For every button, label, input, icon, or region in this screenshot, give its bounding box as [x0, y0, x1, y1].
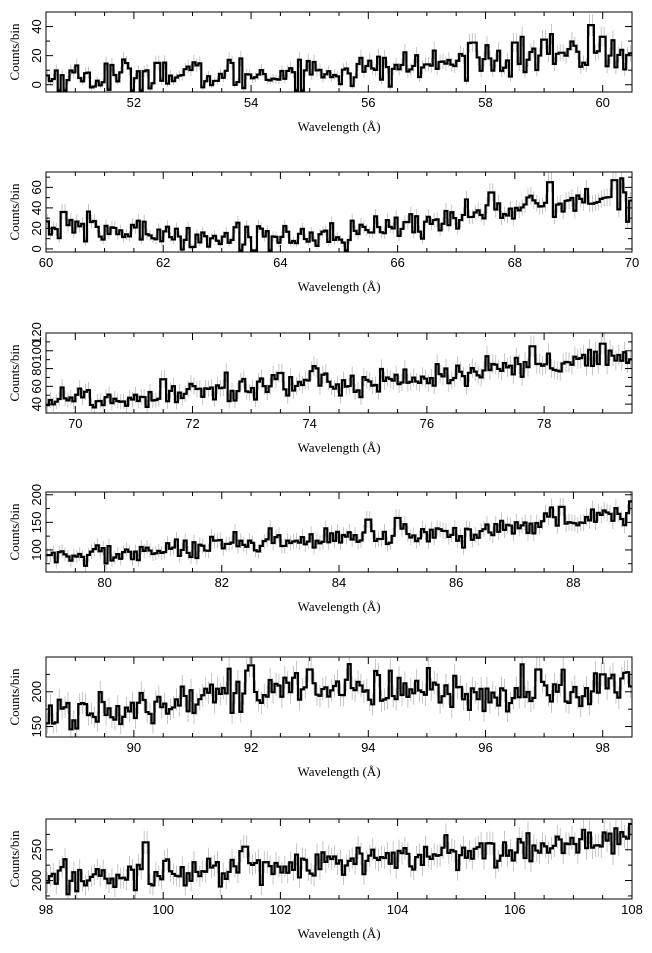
x-tick-label: 78 — [537, 416, 551, 431]
x-tick-label: 70 — [625, 255, 639, 270]
error-bars — [47, 657, 631, 737]
x-axis-label: Wavelength (Å) — [297, 279, 380, 294]
x-axis-label: Wavelength (Å) — [297, 926, 380, 941]
y-tick-label: 20 — [29, 48, 44, 62]
x-tick-label: 88 — [566, 575, 580, 590]
y-tick-label: 150 — [29, 511, 44, 533]
x-axis-label: Wavelength (Å) — [297, 119, 380, 134]
x-tick-label: 102 — [270, 902, 292, 917]
error-bars — [47, 333, 631, 413]
x-tick-label: 92 — [244, 740, 258, 755]
spectrum-panel-1: 52 54 56 58 60 0 20 40 Wavelength (Å) Counts/bin — [7, 11, 633, 134]
y-tick-label: 200 — [29, 681, 44, 703]
y-tick-label: 250 — [29, 839, 44, 861]
x-tick-label: 58 — [478, 95, 492, 110]
y-axis-label: Counts/bin — [7, 183, 22, 241]
x-tick-label: 108 — [621, 902, 643, 917]
y-tick-label: 0 — [29, 81, 44, 88]
x-tick-label: 52 — [127, 95, 141, 110]
x-tick-label: 76 — [420, 416, 434, 431]
y-tick-label: 100 — [29, 539, 44, 561]
y-tick-label: 40 — [29, 19, 44, 33]
y-tick-label: 150 — [29, 716, 44, 738]
spectrum-step-line — [46, 822, 632, 896]
spectrum-panel-2: 60 62 64 66 68 70 0 20 40 60 Wavelength (Å) Counts/… — [7, 171, 639, 294]
x-tick-label: 56 — [361, 95, 375, 110]
x-tick-label: 106 — [504, 902, 526, 917]
y-tick-label: 20 — [29, 221, 44, 235]
x-tick-label: 94 — [361, 740, 375, 755]
x-tick-label: 62 — [156, 255, 170, 270]
spectrum-panel-4: 80 82 84 86 88 100 150 200 Wavelength (Å) Counts/… — [7, 484, 633, 614]
x-tick-label: 84 — [332, 575, 346, 590]
x-tick-label: 80 — [97, 575, 111, 590]
spectrum-panel-6: 98 100 102 104 106 108 200 250 Wavelength (Å) Cou… — [7, 818, 643, 941]
y-tick-label: 100 — [29, 340, 44, 362]
y-axis-label: Counts/bin — [7, 23, 22, 81]
y-tick-label: 200 — [29, 484, 44, 506]
y-tick-label: 60 — [29, 379, 44, 393]
y-axis-label: Counts/bin — [7, 503, 22, 561]
y-axis-label: Counts/bin — [7, 830, 22, 888]
y-tick-label: 40 — [29, 397, 44, 411]
spectrum-step-line — [46, 23, 632, 92]
y-tick-label: 200 — [29, 870, 44, 892]
y-axis-label: Counts/bin — [7, 668, 22, 726]
x-axis-label: Wavelength (Å) — [297, 440, 380, 455]
y-axis-label: Counts/bin — [7, 344, 22, 402]
x-tick-label: 72 — [185, 416, 199, 431]
x-tick-label: 98 — [595, 740, 609, 755]
x-tick-label: 60 — [39, 255, 53, 270]
x-tick-label: 96 — [478, 740, 492, 755]
y-tick-label: 120 — [29, 322, 44, 344]
x-tick-label: 90 — [127, 740, 141, 755]
x-tick-label: 74 — [302, 416, 316, 431]
x-tick-label: 104 — [387, 902, 409, 917]
x-axis-label: Wavelength (Å) — [297, 599, 380, 614]
y-tick-label: 60 — [29, 180, 44, 194]
y-tick-label: 40 — [29, 201, 44, 215]
spectrum-step-line — [46, 500, 632, 567]
y-tick-label: 0 — [29, 245, 44, 252]
spectrum-step-line — [46, 342, 632, 409]
spectrum-step-line — [46, 177, 632, 252]
x-tick-label: 70 — [68, 416, 82, 431]
x-axis-label: Wavelength (Å) — [297, 764, 380, 779]
x-tick-label: 60 — [595, 95, 609, 110]
spectrum-step-line — [46, 663, 632, 731]
x-tick-label: 54 — [244, 95, 258, 110]
x-tick-label: 100 — [152, 902, 174, 917]
plot-frame — [45, 332, 633, 414]
x-tick-label: 64 — [273, 255, 287, 270]
y-tick-label: 80 — [29, 361, 44, 375]
x-tick-label: 86 — [449, 575, 463, 590]
plot-frame — [45, 656, 633, 738]
x-tick-label: 68 — [508, 255, 522, 270]
x-tick-label: 82 — [215, 575, 229, 590]
x-tick-label: 66 — [390, 255, 404, 270]
spectrum-panel-5: 90 92 94 96 98 150 200 Wavelength (Å) Counts/bin — [7, 656, 633, 779]
x-tick-label: 98 — [39, 902, 53, 917]
